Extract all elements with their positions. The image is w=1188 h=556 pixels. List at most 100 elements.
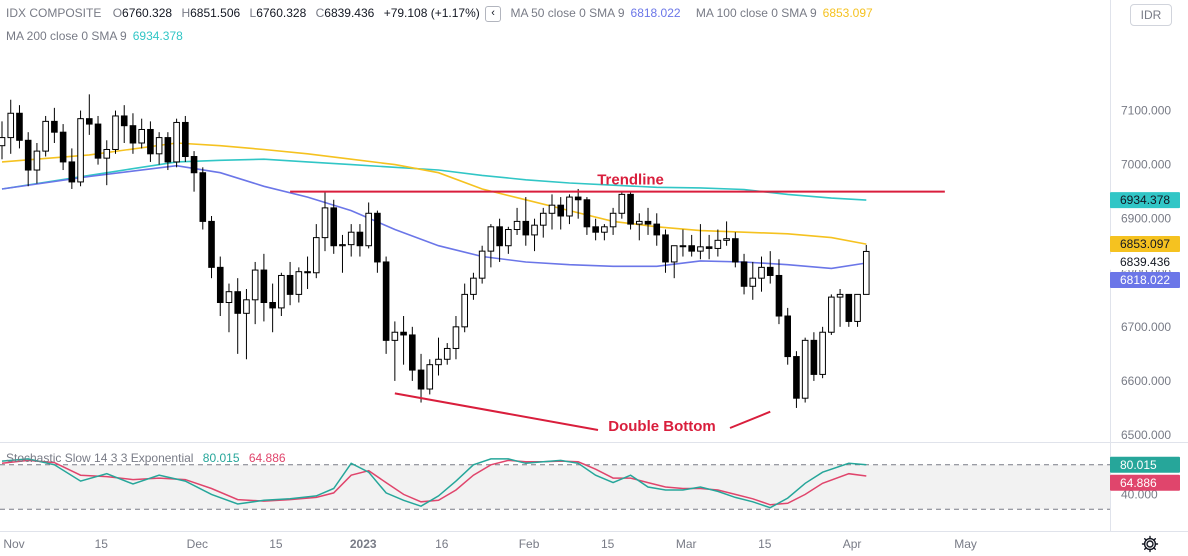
- price-tag: 6934.378: [1110, 192, 1180, 209]
- candle-body: [86, 118, 93, 125]
- candle: [182, 115, 189, 162]
- candle-body: [758, 266, 765, 279]
- candle: [566, 194, 573, 225]
- candle-body: [679, 245, 687, 248]
- stoch-tag-text: 64.886: [1120, 476, 1157, 490]
- candle-body: [155, 137, 163, 155]
- candle: [208, 215, 215, 279]
- candle: [391, 321, 399, 381]
- candle: [356, 224, 364, 257]
- candle-body: [234, 291, 242, 314]
- candle-body: [601, 226, 608, 233]
- stochastic-label[interactable]: Stochastic Slow 14 3 3 Exponential: [6, 451, 194, 465]
- candle: [758, 256, 765, 292]
- time-tick-label: 15: [601, 537, 615, 551]
- stoch-tick-label: 40.000: [1121, 487, 1158, 501]
- candle-body: [688, 245, 695, 252]
- candle-body: [112, 115, 119, 150]
- candle-body: [243, 299, 250, 314]
- price-tag: 6818.022: [1110, 272, 1180, 289]
- candle: [103, 140, 111, 186]
- price-axis[interactable]: 7100.0007000.0006900.0006800.0006700.000…: [1110, 104, 1180, 502]
- high-value: 6851.506: [190, 6, 241, 21]
- candle: [312, 224, 320, 279]
- candle-body: [391, 331, 399, 341]
- candle: [766, 251, 774, 284]
- candle-body: [539, 212, 547, 226]
- candle: [714, 229, 722, 257]
- candle: [295, 267, 303, 303]
- candle-body: [260, 269, 268, 304]
- candle-body: [24, 139, 32, 171]
- candle: [260, 253, 268, 322]
- candle-body: [409, 334, 416, 371]
- time-axis[interactable]: Nov 15 Dec 15 2023 16 Feb 15 Mar 15 Apr May: [3, 537, 977, 551]
- candle-body: [801, 339, 809, 399]
- ma100-line: [1, 142, 867, 245]
- ma200-label[interactable]: MA 200 close 0 SMA 9: [6, 29, 127, 43]
- price-tag-text: 6853.097: [1120, 237, 1170, 251]
- ma100-label[interactable]: MA 100 close 0 SMA 9: [695, 6, 817, 21]
- candle-body: [182, 121, 189, 158]
- currency-selector[interactable]: IDR: [1130, 4, 1172, 26]
- candle-body: [635, 220, 643, 225]
- candle-body: [714, 239, 722, 249]
- candle-body: [819, 331, 826, 375]
- candle-body: [216, 266, 224, 304]
- ma50-label[interactable]: MA 50 close 0 SMA 9: [510, 6, 625, 21]
- candle: [732, 232, 739, 268]
- gear-icon[interactable]: [1141, 535, 1159, 553]
- candle-body: [330, 207, 338, 247]
- trendline-label: Trendline: [597, 172, 664, 189]
- time-tick-label: 15: [95, 537, 109, 551]
- candle-body: [609, 212, 617, 228]
- candle: [470, 272, 477, 300]
- candle-body: [304, 271, 311, 274]
- candle-body: [452, 326, 460, 349]
- candle: [688, 234, 695, 257]
- candle-body: [173, 121, 180, 163]
- price-tick-label: 7100.000: [1121, 104, 1171, 118]
- candle: [225, 283, 233, 333]
- candle: [426, 359, 434, 395]
- candle: [740, 253, 748, 295]
- candle-body: [208, 220, 215, 268]
- candle-body: [59, 131, 67, 163]
- price-tick-label: 6700.000: [1121, 320, 1171, 334]
- stoch-d-line: [1, 459, 867, 506]
- candle-body: [435, 358, 442, 366]
- candle-body: [269, 302, 276, 309]
- candle: [635, 213, 643, 241]
- candle: [435, 337, 442, 376]
- candle-body: [68, 161, 76, 183]
- stoch-d-value: 64.886: [248, 451, 286, 465]
- ma100-value: 6853.097: [822, 6, 873, 21]
- change-value: +79.108 (+1.17%): [383, 6, 480, 21]
- price-tag-bg: [1110, 236, 1180, 253]
- candle: [243, 288, 250, 360]
- candle: [365, 202, 372, 249]
- candle-body: [583, 199, 591, 228]
- candle-body: [77, 118, 84, 183]
- candle-body: [705, 246, 713, 249]
- candle: [120, 105, 128, 143]
- candle-body: [784, 315, 792, 358]
- candle: [697, 224, 704, 260]
- candle-body: [732, 238, 739, 263]
- candle: [216, 256, 224, 317]
- price-tick-label: 6900.000: [1121, 212, 1171, 226]
- candle-body: [566, 196, 573, 217]
- candle-body: [417, 369, 425, 390]
- candle-body: [828, 296, 835, 333]
- candle: [845, 293, 853, 327]
- symbol-legend: IDX COMPOSITE O6760.328 H6851.506 L6760.…: [6, 6, 873, 22]
- symbol-name[interactable]: IDX COMPOSITE: [6, 6, 102, 21]
- candle: [51, 107, 58, 143]
- candle-body: [16, 112, 23, 141]
- candle-body: [138, 128, 145, 144]
- price-tick-label: 6600.000: [1121, 374, 1171, 388]
- candle: [723, 221, 730, 246]
- candle: [653, 213, 661, 246]
- chevron-left-icon[interactable]: ‹: [485, 6, 502, 22]
